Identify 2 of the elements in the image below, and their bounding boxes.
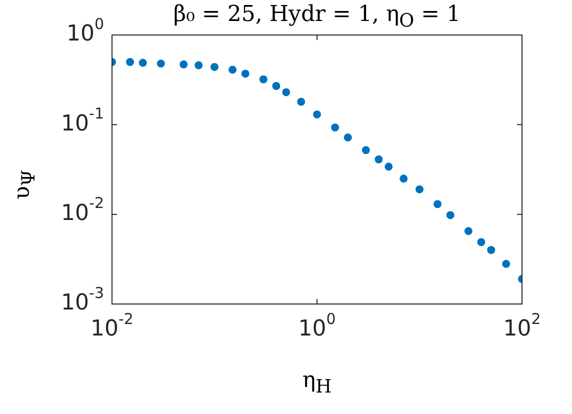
x-axis-title: η$_{H}$ [302,368,332,398]
chart-title: β₀ = 25, Hydr = 1, η$_{O}$ = 1 [173,2,461,32]
